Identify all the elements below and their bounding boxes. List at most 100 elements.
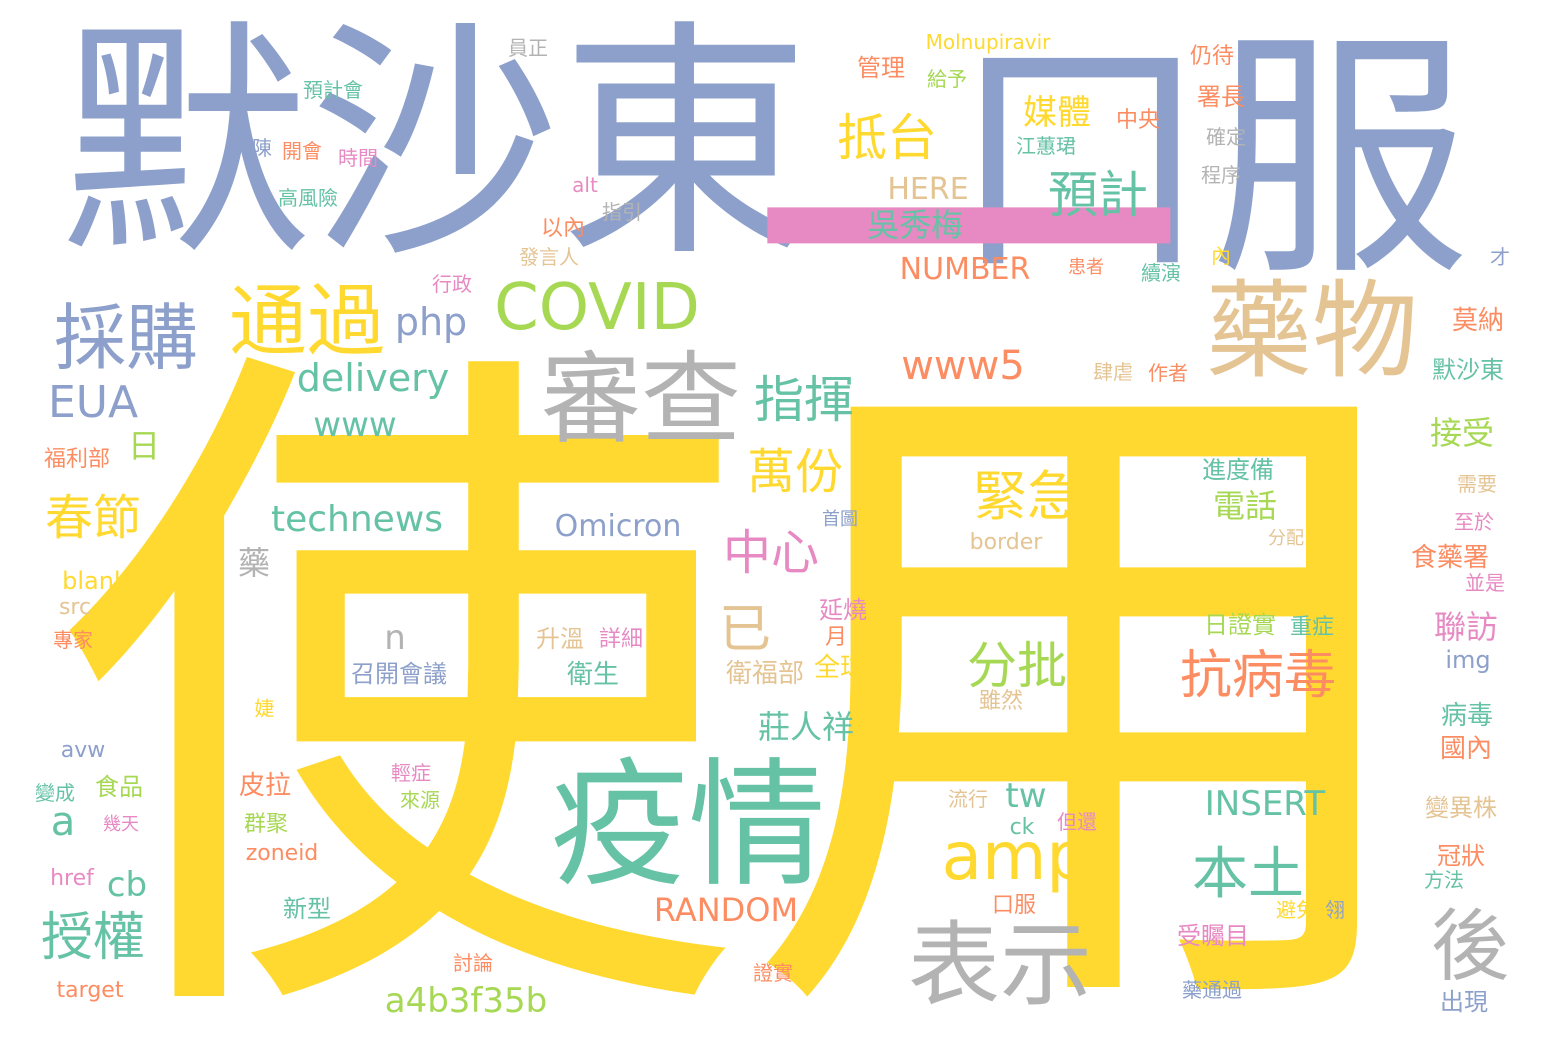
word-target: target <box>56 978 124 1003</box>
word-yuji: 預計 <box>1048 166 1148 224</box>
word-guanzhuang: 冠狀 <box>1437 842 1485 870</box>
word-jindubei: 進度備 <box>1202 456 1274 484</box>
word-shuzhang: 署長 <box>1197 83 1245 111</box>
word-zhuangrenxiang: 莊人祥 <box>757 708 855 746</box>
word-xuyao: 需要 <box>1457 472 1497 496</box>
word-quanqiu: 全球 <box>813 653 867 683</box>
word-yinei: 以內 <box>540 216 586 241</box>
word-rizhengshi: 日證實 <box>1204 611 1276 639</box>
word-a4b3f35b: a4b3f35b <box>384 981 548 1021</box>
word-n: n <box>384 618 406 658</box>
word-tongguo: 通過 <box>228 277 386 367</box>
word-ling: 翎 <box>1325 898 1345 922</box>
word-sinue: 肆虐 <box>1093 360 1133 384</box>
word-ditai: 抵台 <box>837 109 937 167</box>
word-mona: 莫納 <box>1451 306 1505 336</box>
word-bianyizhu: 變異株 <box>1425 794 1497 822</box>
word-fenpi: 分批 <box>967 637 1067 695</box>
word-zoneid: zoneid <box>245 841 319 866</box>
word-shoutu: 首圖 <box>822 509 858 530</box>
word-koufu: 口服 <box>950 9 1470 311</box>
word-shouzhumu: 受矚目 <box>1177 922 1249 950</box>
word-www: www <box>313 405 397 445</box>
word-molnupiravir: Molnupiravir <box>925 30 1051 54</box>
word-moshadong: 默沙東 <box>60 0 810 290</box>
word-taolun: 討論 <box>453 951 493 975</box>
word-yaowu: 藥物 <box>1206 270 1418 393</box>
word-xingzheng: 行政 <box>432 272 472 296</box>
word-ck: ck <box>1009 815 1035 840</box>
word-fangfa: 方法 <box>1424 868 1464 892</box>
word-meiti: 媒體 <box>1023 93 1091 133</box>
word-caigou: 採購 <box>53 296 199 380</box>
word-guonei: 國內 <box>1439 734 1493 764</box>
word-xiangxi: 詳細 <box>598 627 644 652</box>
word-queding: 確定 <box>1206 125 1246 149</box>
word-lianfang: 聯訪 <box>1433 608 1499 646</box>
word-wei: 韋 <box>1307 468 1332 490</box>
word-eua: EUA <box>47 377 139 428</box>
word-href: href <box>50 866 94 891</box>
word-zhongzheng: 重症 <box>1289 615 1335 640</box>
word-chuxian: 出現 <box>1440 988 1488 1016</box>
word-shouquan: 授權 <box>40 908 146 968</box>
word-liuxing: 流行 <box>948 787 988 811</box>
word-blank: blank <box>62 567 128 595</box>
word-huanzhe: 患者 <box>1068 257 1104 278</box>
word-xinxing: 新型 <box>283 895 331 923</box>
word-biaoshi: 表示 <box>907 912 1093 1019</box>
word-cai: 才 <box>1490 245 1510 269</box>
word-nei: 內 <box>1211 244 1231 268</box>
word-avw: avw <box>60 738 106 763</box>
word-bingdu: 病毒 <box>1440 701 1494 731</box>
word-fayanren: 發言人 <box>519 245 579 269</box>
word-suiran: 雖然 <box>978 689 1024 714</box>
word-kaihui: 開會 <box>282 139 322 163</box>
word-jinji: 緊急 <box>973 465 1081 528</box>
word-yiqing: 疫情 <box>549 745 827 906</box>
word-bentu: 本土 <box>1192 842 1304 907</box>
word-zhiyin: 指引 <box>602 200 642 224</box>
word-border: border <box>969 530 1043 555</box>
word-here: HERE <box>887 172 969 207</box>
word-delivery: delivery <box>296 356 450 400</box>
word-kangbingdu: 抗病毒 <box>1179 646 1337 706</box>
word-covid: COVID <box>494 271 700 345</box>
word-insert: INSERT <box>1204 784 1326 824</box>
word-number: NUMBER <box>899 252 1031 287</box>
word-fenpei: 分配 <box>1268 528 1304 549</box>
word-moshadong-small: 默沙東 <box>1432 356 1504 384</box>
word-zhuanjia: 專家 <box>53 628 93 652</box>
word-yaotongguo: 藥通過 <box>1182 978 1242 1002</box>
word-chunjie: 春節 <box>44 490 142 546</box>
word-koufu-small: 口服 <box>991 893 1037 918</box>
word-alt: alt <box>572 173 598 197</box>
word-jie: 婕 <box>251 698 275 718</box>
word-chen: 陳 <box>252 136 272 160</box>
word-bimian: 避免 <box>1276 898 1316 922</box>
word-qingzheng: 輕症 <box>391 761 431 785</box>
word-tw: tw <box>1005 776 1047 816</box>
word-shengwen: 升溫 <box>536 625 584 653</box>
word-yujihui: 預計會 <box>303 78 363 102</box>
word-cb: cb <box>106 865 148 905</box>
word-yao: 藥 <box>237 544 271 582</box>
word-jieshou: 接受 <box>1429 414 1495 452</box>
word-xuyan: 續演 <box>1141 261 1181 285</box>
word-random: RANDOM <box>653 891 799 929</box>
word-zhongxin: 中心 <box>722 525 820 581</box>
word-zhihui: 指揮 <box>754 371 854 429</box>
word-geiyu: 給予 <box>927 67 967 91</box>
word-weifubu: 衛福部 <box>725 659 805 689</box>
word-yi2: 已 <box>718 600 772 660</box>
word-zhiyu: 至於 <box>1454 510 1494 534</box>
word-shiyong: 使用 <box>55 298 1435 1052</box>
word-bingshi: 並是 <box>1465 571 1505 595</box>
word-technews: technews <box>270 499 444 540</box>
word-wuxiumei: 吳秀梅 <box>866 206 964 244</box>
word-pila: 皮拉 <box>238 771 292 801</box>
word-src: src <box>58 595 92 620</box>
word-www5: www5 <box>901 343 1025 389</box>
word-yanshao: 延燒 <box>819 596 867 624</box>
